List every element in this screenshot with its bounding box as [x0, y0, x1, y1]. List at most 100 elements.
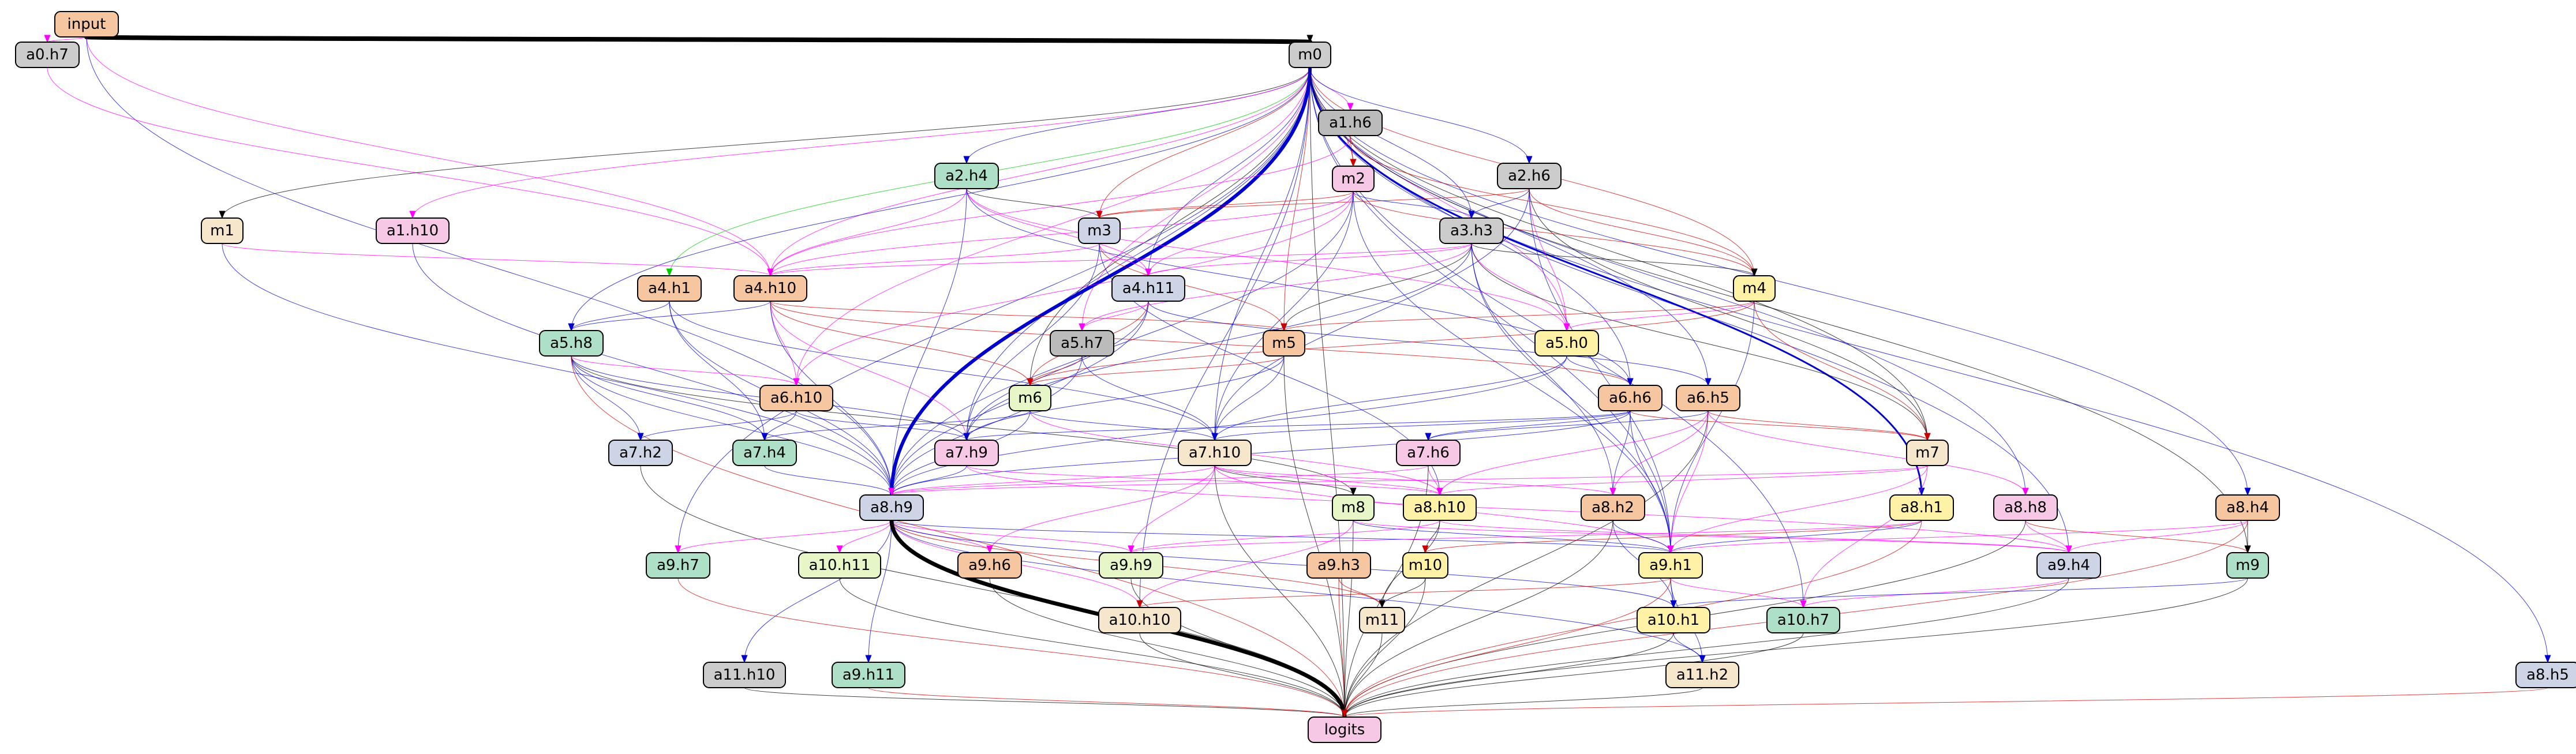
node-a8-h10[interactable]: a8.h10 [1403, 494, 1477, 521]
edge-a4.h10-to-m6 [770, 301, 1034, 387]
node-box [1308, 717, 1381, 743]
node-a2-h4[interactable]: a2.h4 [934, 163, 999, 189]
edge-a6.h6-to-a9.h1 [1630, 410, 1674, 554]
node-a8-h4[interactable]: a8.h4 [2215, 494, 2280, 521]
edge-a8.h2-to-a9.h1 [1612, 520, 1674, 554]
edge-a7.h10-to-a9.h9 [1128, 465, 1215, 554]
node-m3[interactable]: m3 [1078, 217, 1121, 244]
node-m7[interactable]: m7 [1906, 440, 1949, 466]
node-a1-h10[interactable]: a1.h10 [376, 217, 450, 244]
node-a9-h3[interactable]: a9.h3 [1306, 552, 1371, 579]
edge-a8.h1-to-a9.h1 [1667, 520, 1922, 554]
node-m10[interactable]: m10 [1402, 552, 1448, 579]
node-box [1099, 552, 1163, 579]
node-a3-h3[interactable]: a3.h3 [1439, 217, 1504, 244]
node-a9-h9[interactable]: a9.h9 [1099, 552, 1163, 579]
node-a10-h7[interactable]: a10.h7 [1766, 607, 1840, 633]
node-m1[interactable]: m1 [201, 217, 244, 244]
node-a8-h1[interactable]: a8.h1 [1889, 494, 1954, 521]
node-a7-h6[interactable]: a7.h6 [1396, 440, 1461, 466]
edge-input-to-a4.h10 [86, 36, 774, 277]
node-label: a10.h11 [809, 557, 871, 574]
node-a8-h2[interactable]: a8.h2 [1581, 494, 1645, 521]
edge-a8.h9-to-a10.h11 [836, 520, 892, 554]
node-label: a8.h8 [2004, 499, 2047, 516]
edge-m0-to-logits [1309, 67, 1348, 718]
node-a9-h4[interactable]: a9.h4 [2036, 552, 2101, 579]
edge-m0-to-m6 [1027, 67, 1311, 387]
node-label: a3.h3 [1450, 222, 1493, 239]
node-a10-h10[interactable]: a10.h10 [1098, 607, 1181, 633]
node-box [1403, 494, 1477, 521]
node-a9-h6[interactable]: a9.h6 [957, 552, 1022, 579]
edge-a6.h6-to-a8.h2 [1609, 410, 1631, 496]
edge-m0-to-a7.h10 [1211, 67, 1311, 441]
edge-m0-to-m5 [1280, 67, 1311, 332]
node-label: m3 [1087, 222, 1111, 239]
node-box [2226, 552, 2269, 579]
edge-a1.h6-to-a4.h10 [767, 135, 1351, 277]
node-box [1638, 552, 1703, 579]
edge-m8-to-a10.h10 [1136, 520, 1354, 609]
node-m4[interactable]: m4 [1733, 275, 1776, 302]
node-a7-h4[interactable]: a7.h4 [732, 440, 797, 466]
node-a9-h7[interactable]: a9.h7 [646, 552, 710, 579]
edge-a2.h4-to-a4.h11 [966, 188, 1152, 277]
node-a6-h6[interactable]: a6.h6 [1598, 385, 1663, 411]
node-a7-h9[interactable]: a7.h9 [934, 440, 999, 466]
node-m8[interactable]: m8 [1332, 494, 1375, 521]
node-a8-h5[interactable]: a8.h5 [2515, 662, 2576, 688]
node-a6-h10[interactable]: a6.h10 [759, 385, 833, 411]
node-box [1111, 275, 1185, 302]
edge-a3.h3-to-a5.h0 [1471, 243, 1570, 332]
edge-a9.h9-to-logits [1130, 577, 1348, 718]
node-a5-h0[interactable]: a5.h0 [1534, 330, 1599, 357]
node-a7-h10[interactable]: a7.h10 [1178, 440, 1252, 466]
node-a0-h7[interactable]: a0.h7 [15, 42, 80, 68]
node-a8-h8[interactable]: a8.h8 [1993, 494, 2058, 521]
edge-a10.h10-to-logits [1139, 632, 1348, 718]
edge-m0-to-a3.h3 [1309, 67, 1475, 219]
node-a6-h5[interactable]: a6.h5 [1676, 385, 1740, 411]
node-a8-h9[interactable]: a8.h9 [859, 494, 924, 521]
node-m5[interactable]: m5 [1263, 330, 1305, 357]
edge-a9.h4-to-logits [1341, 577, 2069, 718]
node-m2[interactable]: m2 [1332, 166, 1375, 192]
node-a4-h1[interactable]: a4.h1 [637, 275, 702, 302]
edge-a4.h11-to-a7.h9 [963, 301, 1149, 441]
node-a11-h2[interactable]: a11.h2 [1665, 662, 1739, 688]
node-label: a6.h6 [1609, 389, 1652, 407]
edge-a7.h9-to-a9.h4 [966, 465, 2072, 554]
node-a5-h8[interactable]: a5.h8 [539, 330, 604, 357]
node-m6[interactable]: m6 [1009, 385, 1051, 411]
edge-a2.h6-to-a5.h0 [1529, 188, 1570, 332]
edge-m0-to-a8.h5 [1309, 67, 2551, 663]
node-label: a1.h10 [387, 222, 439, 239]
node-a7-h2[interactable]: a7.h2 [608, 440, 673, 466]
node-box [1359, 607, 1405, 633]
node-m11[interactable]: m11 [1359, 607, 1405, 633]
node-a11-h10[interactable]: a11.h10 [703, 662, 786, 688]
node-a4-h11[interactable]: a4.h11 [1111, 275, 1185, 302]
edge-a8.h10-to-a9.h9 [1128, 520, 1440, 554]
node-a10-h11[interactable]: a10.h11 [798, 552, 881, 579]
edge-a8.h9-to-a9.h9 [891, 520, 1135, 554]
node-m0[interactable]: m0 [1289, 42, 1331, 68]
node-box [15, 42, 80, 68]
node-box [798, 552, 881, 579]
edge-a3.h3-to-a9.h1 [1471, 243, 1674, 554]
edge-a6.h10-to-a7.h2 [637, 410, 797, 441]
node-a9-h11[interactable]: a9.h11 [832, 662, 905, 688]
node-a5-h7[interactable]: a5.h7 [1050, 330, 1114, 357]
edge-m1-to-a4.h10 [222, 243, 774, 277]
node-m9[interactable]: m9 [2226, 552, 2269, 579]
edge-a11.h2-to-logits [1341, 687, 1703, 718]
node-a1-h6[interactable]: a1.h6 [1318, 110, 1383, 136]
node-a9-h1[interactable]: a9.h1 [1638, 552, 1703, 579]
node-logits[interactable]: logits [1308, 717, 1381, 743]
node-a4-h10[interactable]: a4.h10 [733, 275, 807, 302]
node-a2-h6[interactable]: a2.h6 [1497, 163, 1562, 189]
node-a10-h1[interactable]: a10.h1 [1637, 607, 1710, 633]
node-input[interactable]: input [54, 11, 119, 37]
node-box [2036, 552, 2101, 579]
